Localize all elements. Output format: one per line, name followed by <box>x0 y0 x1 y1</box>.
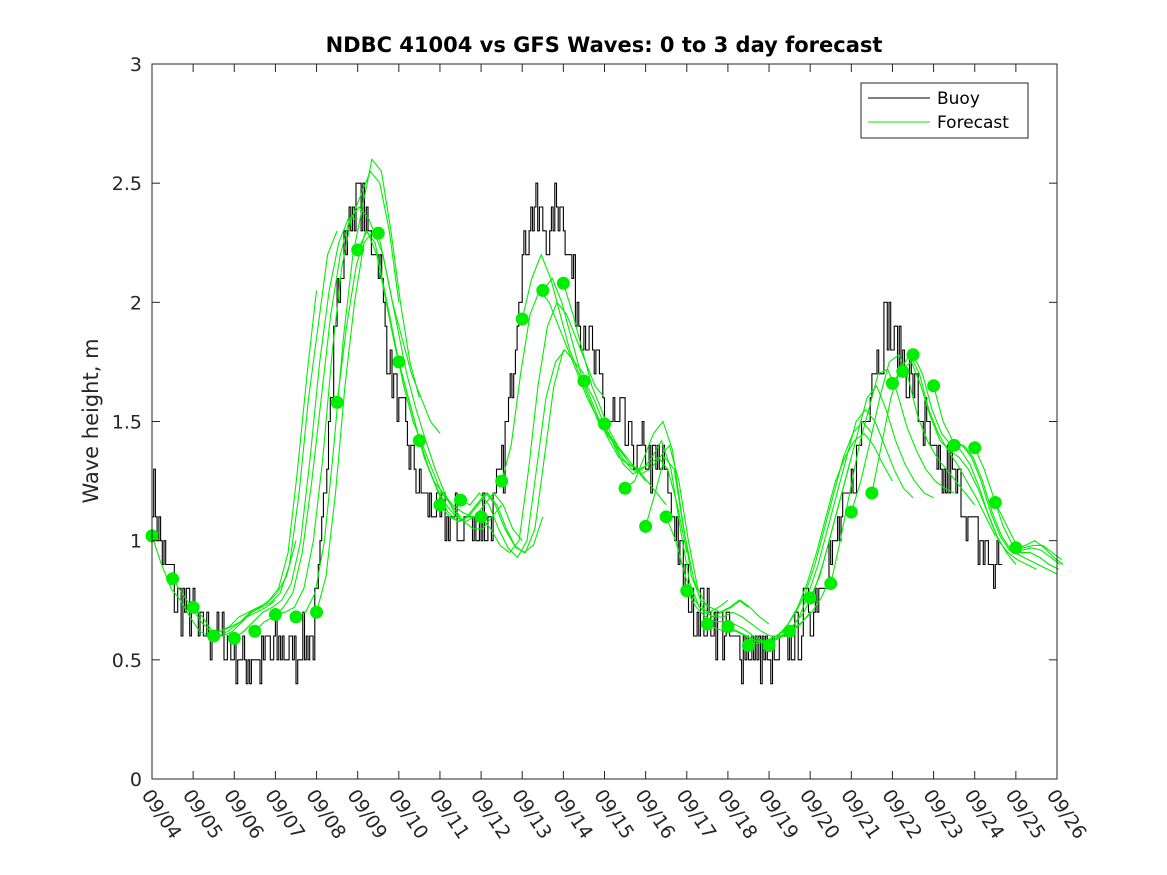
forecast-dot <box>495 474 509 488</box>
forecast-dot <box>906 348 920 362</box>
forecast-dot <box>227 631 241 645</box>
forecast-run-line <box>460 349 585 559</box>
forecast-dot <box>988 496 1002 510</box>
forecast-dot <box>598 417 611 431</box>
chart-title: NDBC 41004 vs GFS Waves: 0 to 3 day fore… <box>326 33 883 57</box>
forecast-dot <box>268 608 282 622</box>
forecast-run-line <box>645 456 770 625</box>
forecast-dot <box>885 376 899 390</box>
forecast-dot <box>515 312 529 326</box>
legend-box <box>860 82 1029 139</box>
forecast-dot <box>1009 541 1023 555</box>
plot-area <box>145 158 1064 685</box>
forecast-dot <box>741 639 755 653</box>
forecast-dot <box>577 374 591 388</box>
y-tick-label: 3 <box>130 54 142 76</box>
y-tick-label: 1 <box>130 531 142 553</box>
forecast-dot <box>762 639 776 653</box>
forecast-run-line <box>542 277 667 506</box>
forecast-run-line <box>665 516 790 637</box>
forecast-dot <box>700 617 714 631</box>
forecast-run-line <box>809 384 934 599</box>
forecast-dot <box>166 572 180 586</box>
forecast-dot <box>186 600 200 614</box>
y-axis-title: Wave height, m <box>79 338 103 503</box>
forecast-run-line <box>1015 540 1064 565</box>
forecast-dot <box>844 505 858 519</box>
buoy-series-line <box>152 182 1003 685</box>
forecast-run-line <box>233 218 358 639</box>
y-tick-label: 1.5 <box>112 412 142 434</box>
forecast-dot <box>947 438 961 452</box>
forecast-dot <box>618 481 632 495</box>
forecast-dot <box>433 498 447 512</box>
forecast-run-line <box>562 283 688 553</box>
legend-label-buoy: Buoy <box>937 89 980 109</box>
legend: Buoy Forecast <box>860 82 1029 139</box>
forecast-dot <box>310 605 324 619</box>
forecast-run-line <box>377 233 503 530</box>
forecast-dot <box>639 519 653 533</box>
y-tick-label: 0 <box>130 769 142 791</box>
forecast-dot <box>680 584 694 598</box>
forecast-run-line <box>912 354 1037 570</box>
forecast-dot <box>392 355 406 369</box>
forecast-dot <box>371 226 385 240</box>
y-tick-label: 2 <box>130 292 142 314</box>
forecast-dot <box>783 624 797 638</box>
forecast-dot <box>248 624 262 638</box>
forecast-dot <box>556 276 570 290</box>
forecast-dot <box>803 591 817 605</box>
forecast-run-line <box>871 353 996 537</box>
forecast-dot <box>536 283 550 297</box>
forecast-dot <box>289 610 303 624</box>
forecast-run-line <box>789 408 914 632</box>
forecast-run-line <box>768 432 893 646</box>
forecast-dot <box>330 395 344 409</box>
forecast-run-line <box>994 502 1063 561</box>
y-tick-label: 2.5 <box>112 173 142 195</box>
forecast-dot <box>474 510 488 524</box>
forecast-run-line <box>439 349 564 554</box>
forecast-dot <box>896 364 910 378</box>
forecast-dot <box>351 243 365 257</box>
forecast-dot <box>865 486 879 500</box>
forecast-dot <box>454 493 468 507</box>
forecast-run-line <box>954 444 1059 570</box>
y-tick-label: 0.5 <box>112 650 142 672</box>
forecast-dot <box>824 577 838 591</box>
forecast-run-line <box>295 158 420 618</box>
forecast-dot <box>207 629 221 643</box>
legend-label-forecast: Forecast <box>937 113 1009 133</box>
forecast-run-line <box>275 170 400 616</box>
forecast-run-line <box>315 229 441 613</box>
forecast-run-line <box>850 353 976 513</box>
forecast-dot <box>412 434 426 448</box>
forecast-dot <box>927 379 941 393</box>
forecast-dot <box>721 619 735 633</box>
forecast-dot <box>659 510 673 524</box>
forecast-run-line <box>213 230 338 637</box>
forecast-dot <box>968 441 982 455</box>
